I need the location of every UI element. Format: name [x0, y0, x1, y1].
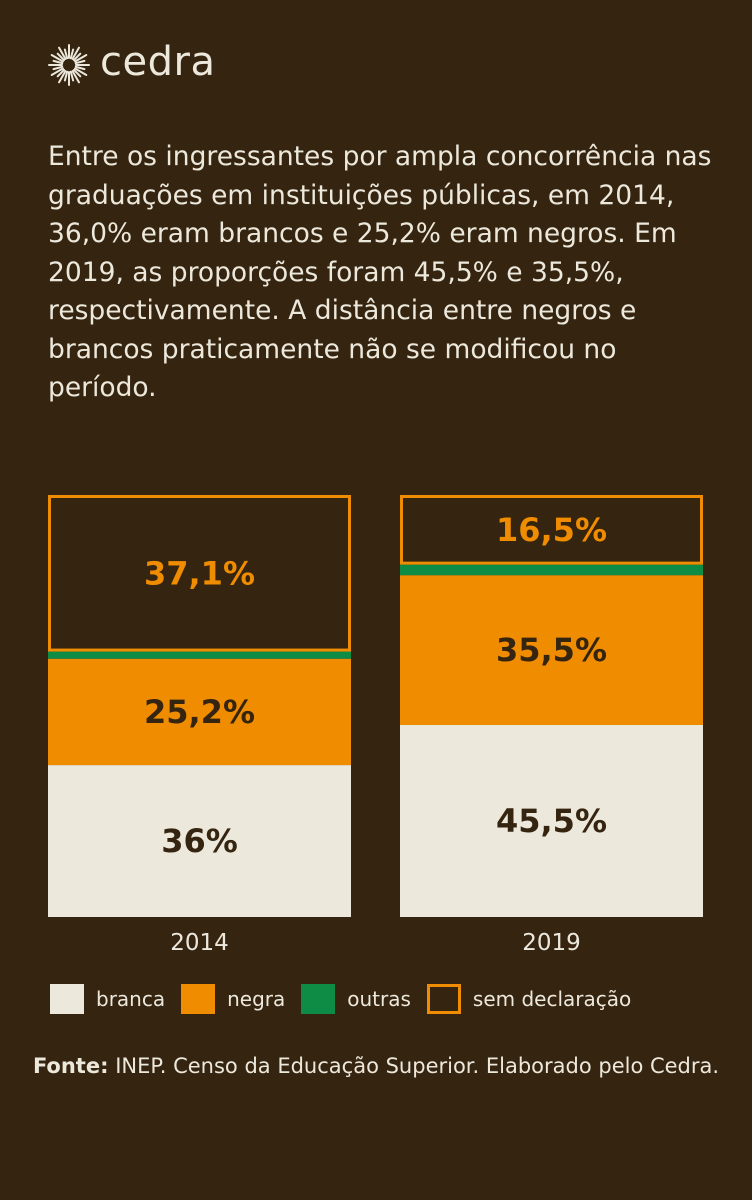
bar-segment-branca-2014 — [48, 765, 351, 917]
x-tick-label-2019: 2019 — [522, 930, 581, 956]
bar-segment-outras-2019 — [400, 564, 703, 576]
x-tick-label-2014: 2014 — [170, 930, 229, 956]
logo-ray — [56, 52, 66, 62]
stacked-bar-chart: 36% 25,2% 37,1% 2014 45,5% 35,5% 16,5% 2019 — [48, 495, 703, 956]
logo-ray — [58, 46, 67, 60]
intro-text: Entre os ingressantes por ampla concorrê… — [48, 141, 712, 403]
logo-ray — [74, 54, 88, 63]
logo-ray — [56, 68, 66, 78]
logo-ray — [72, 68, 82, 78]
source-label: Fonte: — [32, 1054, 109, 1078]
source-note: Fonte: INEP. Censo da Educação Superior.… — [0, 1052, 752, 1081]
logo-ray — [71, 46, 80, 60]
data-label-branca-2014: 36% — [161, 822, 238, 860]
legend-label-sem-declaracao: sem declaração — [472, 987, 632, 1011]
legend-label-branca: branca — [96, 987, 166, 1011]
logo-ray — [74, 65, 86, 71]
legend-swatch-branca — [50, 984, 84, 1014]
legend-item-negra: negra — [181, 984, 285, 1014]
logo-ray — [74, 59, 86, 65]
legend-item-outras: outras — [301, 984, 411, 1014]
logo-ray — [63, 48, 69, 60]
source-text: INEP. Censo da Educação Superior. Elabor… — [115, 1054, 720, 1078]
bar-segment-negra-2019 — [400, 575, 703, 725]
bar-segment-sem-declaracao-2014 — [48, 495, 351, 652]
brand-logo: cedra — [48, 39, 216, 86]
logo-ray — [69, 48, 75, 60]
data-label-sem-declaracao-2019: 16,5% — [496, 511, 607, 549]
logo-ray — [63, 70, 69, 82]
legend-item-sem-declaracao: sem declaração — [426, 984, 632, 1014]
logo-ray — [74, 67, 88, 76]
logo-ray — [52, 65, 64, 71]
logo-ray — [71, 70, 80, 84]
logo-ray — [50, 67, 64, 76]
logo-ray — [72, 52, 82, 62]
bar-segment-sem-declaracao-2019 — [400, 495, 703, 565]
chart-legend: branca negra outras sem declaração — [50, 984, 647, 1014]
sun-burst-icon — [48, 44, 90, 86]
legend-label-outras: outras — [347, 987, 411, 1011]
bar-segment-negra-2014 — [48, 658, 351, 766]
logo-ray — [52, 59, 64, 65]
legend-item-branca: branca — [50, 984, 165, 1014]
legend-swatch-sem-declaracao — [426, 984, 461, 1014]
data-label-sem-declaracao-2014: 37,1% — [144, 554, 255, 592]
data-label-negra-2014: 25,2% — [144, 693, 255, 731]
data-label-branca-2019: 45,5% — [496, 802, 607, 840]
bar-segment-outras-2014 — [48, 651, 351, 659]
data-label-negra-2019: 35,5% — [496, 631, 607, 669]
logo-ray — [69, 70, 75, 82]
brand-name: cedra — [100, 39, 216, 85]
logo-ray — [58, 70, 67, 84]
legend-swatch-outras — [301, 984, 336, 1014]
bar-segment-branca-2019 — [400, 724, 703, 917]
logo-ray — [50, 54, 64, 63]
legend-label-negra: negra — [227, 987, 286, 1011]
legend-swatch-negra — [181, 984, 216, 1014]
